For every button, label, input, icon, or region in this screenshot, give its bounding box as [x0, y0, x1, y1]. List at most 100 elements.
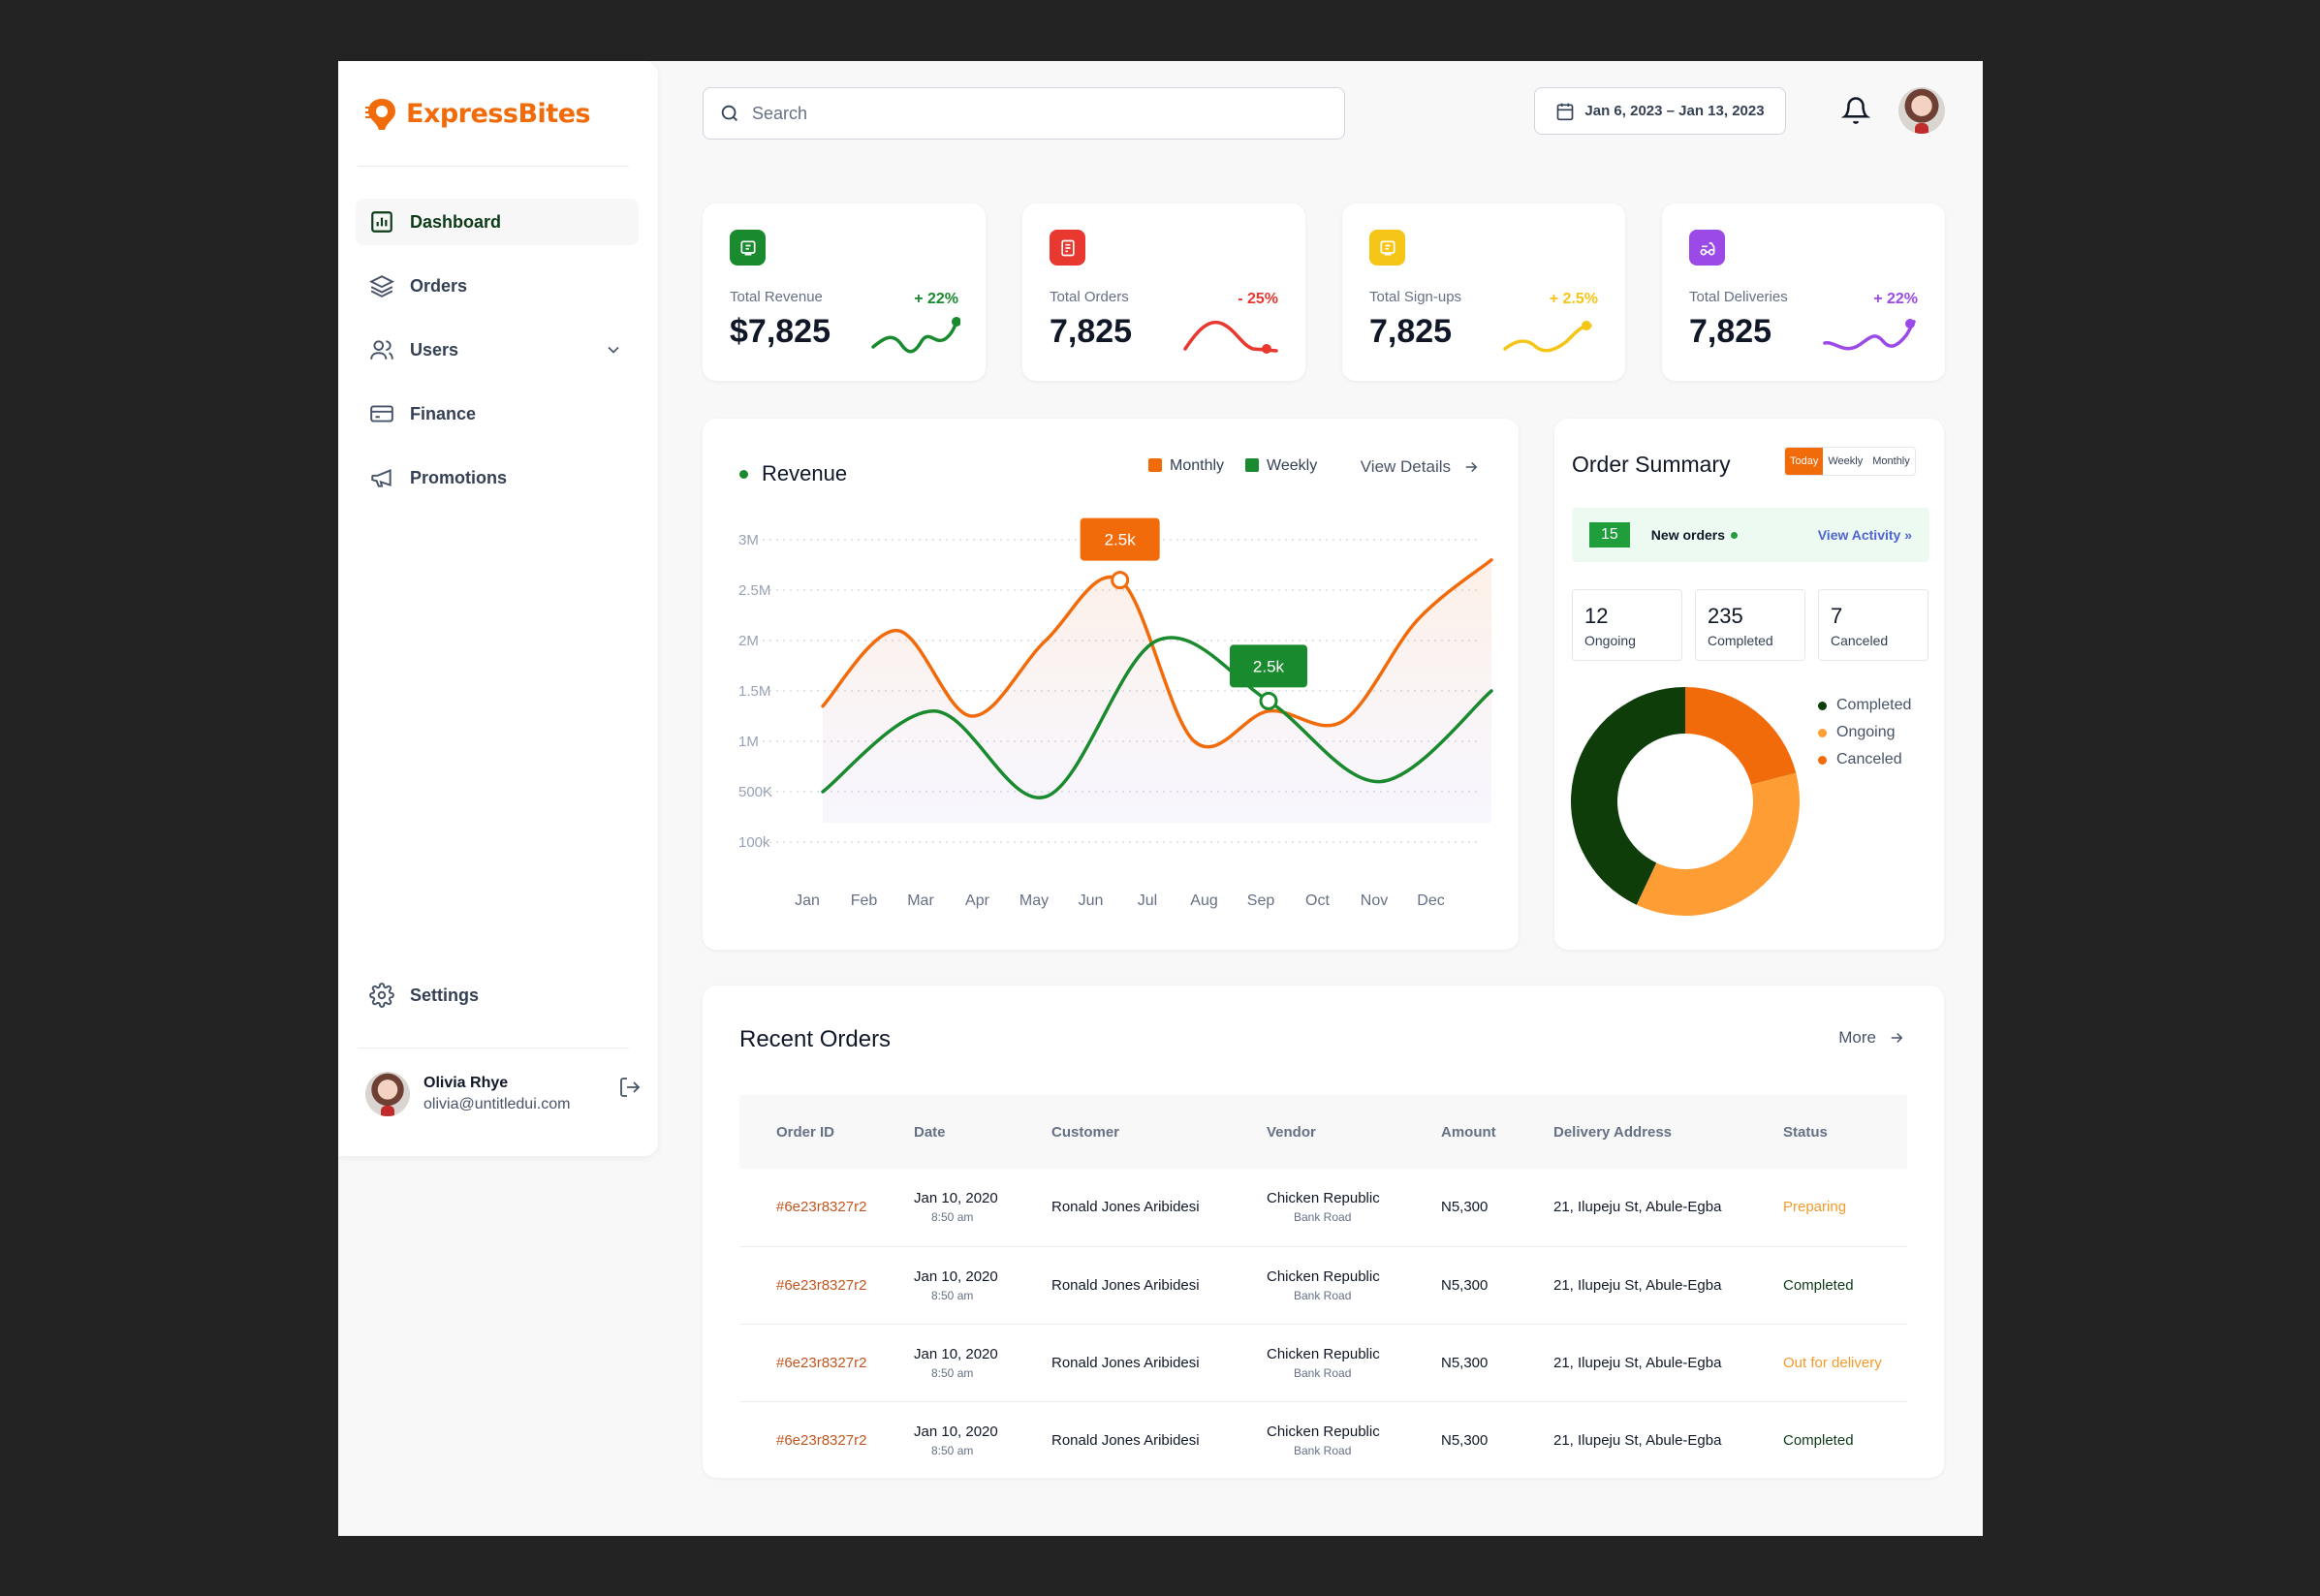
- canceled-label: Canceled: [1831, 633, 1889, 648]
- chart-icon: [371, 211, 392, 233]
- sidebar-item-finance[interactable]: Finance: [356, 391, 639, 437]
- avatar[interactable]: [365, 1072, 410, 1116]
- search-input[interactable]: [752, 103, 1295, 124]
- x-tick-label: Feb: [851, 892, 878, 909]
- delivery-address: 21, Ilupeju St, Abule-Egba: [1553, 1431, 1722, 1449]
- order-id[interactable]: #6e23r8327r2: [776, 1199, 867, 1216]
- brand-name: ExpressBites: [406, 98, 591, 129]
- col-customer[interactable]: Customer: [1051, 1095, 1267, 1169]
- donut-slice-canceled[interactable]: [1685, 687, 1797, 785]
- orders-table: Order ID Date Customer Vendor Amount Del…: [739, 1095, 1907, 1479]
- sidebar-item-label: Dashboard: [410, 211, 502, 232]
- order-time: 8:50 am: [931, 1365, 974, 1380]
- y-tick-label: 1M: [738, 734, 759, 750]
- orders-icon: [1050, 230, 1085, 266]
- stat-label: Total Sign-ups: [1369, 289, 1462, 305]
- customer-name: Ronald Jones Aribidesi: [1051, 1431, 1200, 1449]
- logout-icon[interactable]: [618, 1076, 642, 1099]
- legend-weekly[interactable]: Weekly: [1245, 457, 1317, 475]
- table-row[interactable]: #6e23r8327r2 Jan 10, 2020 8:50 am Ronald …: [739, 1169, 1907, 1247]
- sidebar-item-orders[interactable]: Orders: [356, 263, 639, 309]
- table-row[interactable]: #6e23r8327r2 Jan 10, 2020 8:50 am Ronald …: [739, 1401, 1907, 1479]
- avatar[interactable]: [1898, 87, 1945, 134]
- sidebar-item-dashboard[interactable]: Dashboard: [356, 199, 639, 245]
- brand-logo[interactable]: ExpressBites: [365, 95, 591, 132]
- order-time: 8:50 am: [931, 1443, 974, 1457]
- highlight-point: [1111, 571, 1130, 590]
- customer-name: Ronald Jones Aribidesi: [1051, 1324, 1267, 1402]
- revenue-chart: 3M 2.5M 2M 1.5M 1M 500K 100k Jan Feb Mar Apr May Jun…: [738, 517, 1493, 909]
- y-tick-label: 2M: [738, 633, 759, 649]
- stat-label: Total Deliveries: [1689, 289, 1788, 305]
- order-id[interactable]: #6e23r8327r2: [776, 1354, 867, 1371]
- bell-icon[interactable]: [1841, 95, 1870, 126]
- series-line-weekly: [821, 636, 1493, 799]
- search-bar: [703, 87, 1345, 140]
- more-link[interactable]: More: [1838, 1028, 1905, 1048]
- stat-value: 7,825: [1369, 313, 1453, 350]
- sidebar: ExpressBites Dashboard Orders Users Fina…: [338, 61, 658, 1156]
- y-tick-label: 1.5M: [738, 683, 770, 700]
- order-id[interactable]: #6e23r8327r2: [776, 1276, 867, 1294]
- user-name: Olivia Rhye: [423, 1075, 509, 1091]
- status-badge: Completed: [1783, 1276, 1854, 1294]
- vendor-name: Chicken Republic: [1267, 1345, 1380, 1362]
- arrow-right-icon: [1891, 1032, 1903, 1044]
- order-amount: N5,300: [1441, 1169, 1553, 1247]
- sidebar-item-users[interactable]: Users: [356, 327, 639, 373]
- highlight-point: [1259, 691, 1278, 710]
- x-tick-label: Jul: [1138, 892, 1157, 909]
- x-tick-label: Nov: [1361, 892, 1388, 909]
- table-row[interactable]: #6e23r8327r2 Jan 10, 2020 8:50 am Ronald …: [739, 1324, 1907, 1402]
- order-date: Jan 10, 2020: [914, 1267, 998, 1285]
- tab-monthly[interactable]: Monthly: [1872, 455, 1910, 467]
- sidebar-item-promotions[interactable]: Promotions: [356, 454, 639, 501]
- gear-icon: [369, 983, 394, 1008]
- order-date: Jan 10, 2020: [914, 1190, 998, 1207]
- x-tick-label: Jun: [1079, 892, 1104, 909]
- view-activity-link[interactable]: View Activity »: [1817, 527, 1912, 543]
- view-details-link[interactable]: View Details: [1361, 457, 1480, 477]
- col-status[interactable]: Status: [1783, 1095, 1907, 1169]
- revenue-title-label: Revenue: [762, 461, 848, 485]
- chevron-down-icon[interactable]: [604, 340, 623, 360]
- col-vendor[interactable]: Vendor: [1267, 1095, 1441, 1169]
- donut-slice-completed[interactable]: [1571, 687, 1685, 905]
- sparkline: [1503, 321, 1592, 353]
- tooltip-weekly-label: 2.5k: [1253, 657, 1285, 675]
- megaphone-icon: [371, 468, 392, 487]
- x-tick-label: Jan: [795, 892, 820, 909]
- tab-weekly[interactable]: Weekly: [1828, 455, 1864, 467]
- col-amount[interactable]: Amount: [1441, 1095, 1553, 1169]
- canceled-count: 7: [1831, 604, 1843, 628]
- series-line-monthly: [821, 558, 1493, 749]
- col-date[interactable]: Date: [914, 1095, 1051, 1169]
- canceled-count-box: 7 Canceled: [1818, 589, 1928, 661]
- order-id[interactable]: #6e23r8327r2: [776, 1431, 867, 1449]
- sidebar-item-settings[interactable]: Settings: [369, 983, 479, 1008]
- stat-label: Total Revenue: [730, 289, 823, 305]
- legend-ongoing: Ongoing: [1818, 719, 1911, 746]
- x-tick-label: Mar: [907, 892, 934, 909]
- tab-today[interactable]: Today: [1785, 448, 1824, 475]
- vendor-name: Chicken Republic: [1267, 1267, 1380, 1285]
- date-range-picker[interactable]: Jan 6, 2023 – Jan 13, 2023: [1534, 87, 1786, 135]
- status-badge: Out for delivery: [1783, 1354, 1882, 1371]
- legend-monthly[interactable]: Monthly: [1148, 457, 1224, 475]
- col-order-id[interactable]: Order ID: [739, 1095, 914, 1169]
- stat-change: - 25%: [1238, 291, 1278, 307]
- revenue-title: Revenue: [739, 461, 847, 486]
- col-address[interactable]: Delivery Address: [1553, 1095, 1783, 1169]
- order-amount: N5,300: [1441, 1431, 1489, 1449]
- stat-change: + 2.5%: [1549, 291, 1598, 307]
- date-range-label: Jan 6, 2023 – Jan 13, 2023: [1584, 103, 1765, 119]
- user-profile: Olivia Rhye olivia@untitledui.com: [365, 1072, 642, 1116]
- revenue-icon: [730, 230, 766, 266]
- status-badge: Completed: [1783, 1431, 1854, 1449]
- order-time: 8:50 am: [931, 1288, 974, 1302]
- donut-slice-ongoing[interactable]: [1636, 772, 1800, 916]
- card-icon: [370, 405, 393, 422]
- stat-value: 7,825: [1050, 313, 1133, 350]
- sidebar-nav: Dashboard Orders Users Finance Promotion…: [356, 199, 639, 518]
- table-row[interactable]: #6e23r8327r2 Jan 10, 2020 8:50 am Ronald …: [739, 1246, 1907, 1325]
